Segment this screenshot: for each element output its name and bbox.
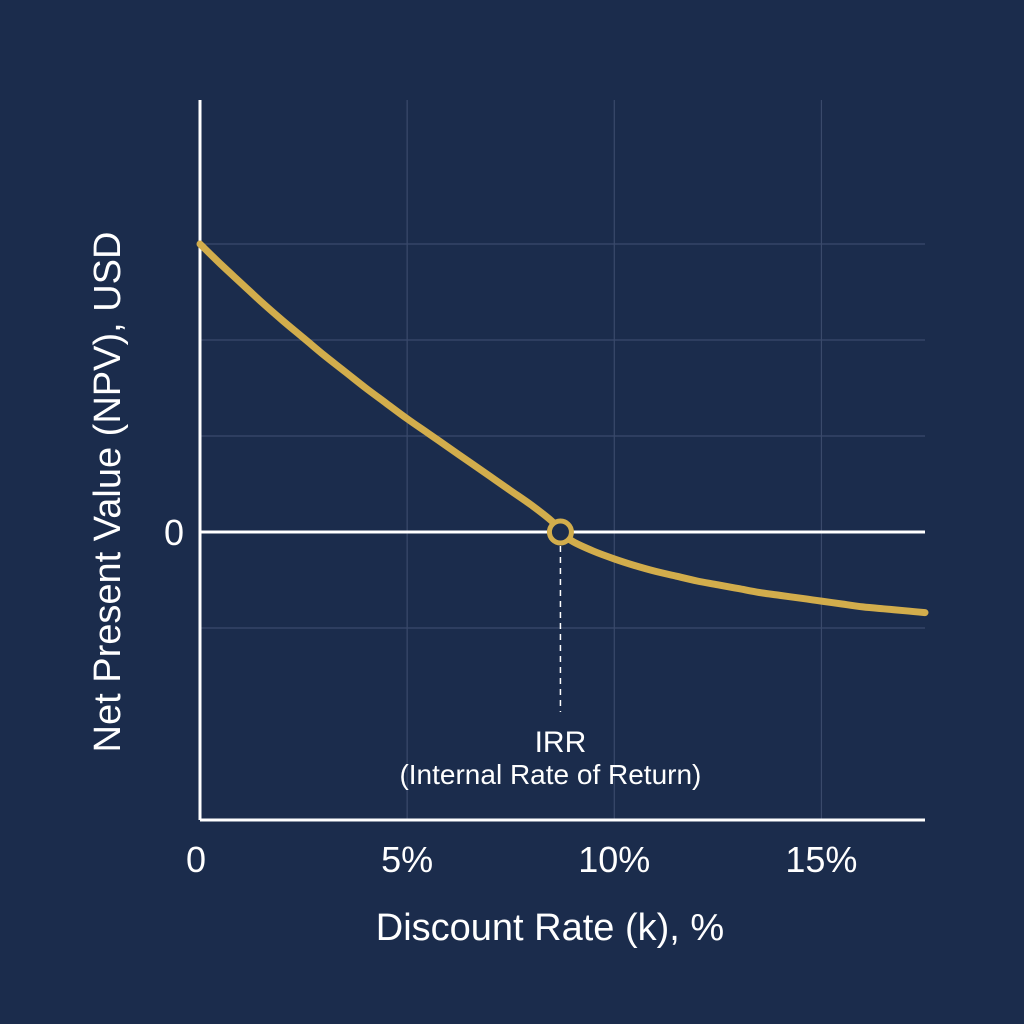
- y-tick-label: 0: [164, 512, 184, 553]
- irr-annotation: IRR (Internal Rate of Return): [399, 518, 701, 790]
- x-tick-label: 15%: [785, 839, 857, 880]
- x-tick-label: 5%: [381, 839, 433, 880]
- series: [196, 240, 929, 617]
- npv-curve: [196, 240, 929, 617]
- tick-labels: 0 5% 10% 15% 0: [164, 512, 857, 880]
- x-axis-title: Discount Rate (k), %: [376, 907, 724, 949]
- axes: [198, 100, 925, 822]
- x-tick-label: 10%: [578, 839, 650, 880]
- grid: [200, 100, 925, 820]
- irr-marker: [546, 518, 574, 546]
- x-tick-label: 0: [186, 839, 206, 880]
- irr-label: IRR: [535, 726, 587, 759]
- irr-sublabel: (Internal Rate of Return): [399, 759, 701, 790]
- y-axis-title: Net Present Value (NPV), USD: [87, 232, 129, 753]
